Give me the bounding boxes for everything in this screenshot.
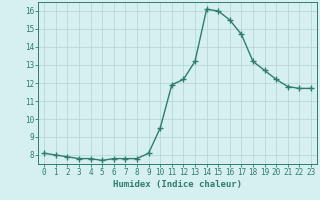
X-axis label: Humidex (Indice chaleur): Humidex (Indice chaleur) <box>113 180 242 189</box>
